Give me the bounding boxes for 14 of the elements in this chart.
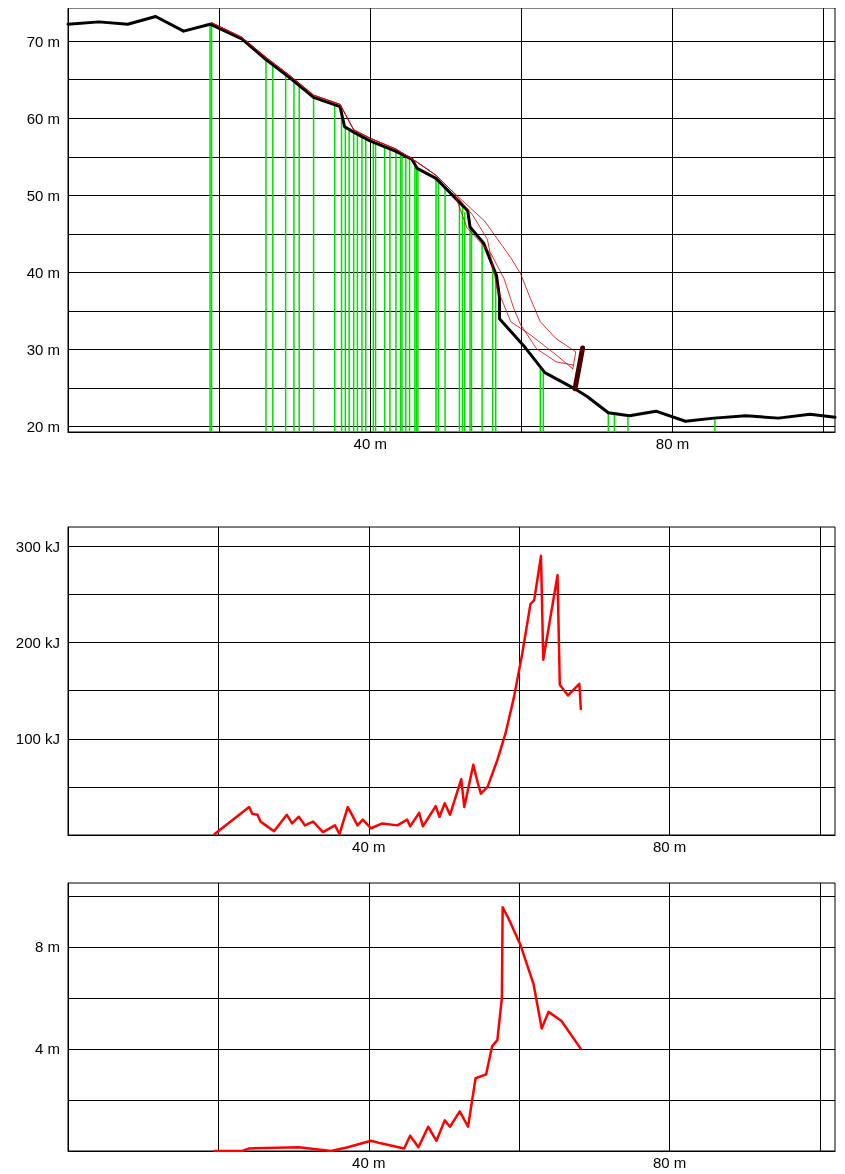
y-tick-label: 4 m — [34, 1040, 60, 1058]
y-tick-label: 8 m — [34, 938, 60, 956]
y-tick-label: 40 m — [26, 263, 60, 281]
y-tick-label: 100 kJ — [15, 730, 60, 748]
y-tick-label: 20 m — [26, 418, 60, 436]
y-tick-label: 70 m — [26, 32, 60, 50]
x-tick-label: 80 m — [652, 1154, 687, 1171]
y-tick-label: 30 m — [26, 341, 60, 359]
y-tick-label: 200 kJ — [15, 634, 60, 651]
y-tick-label: 300 kJ — [15, 537, 60, 555]
x-tick-label: 80 m — [655, 435, 690, 452]
y-tick-label: 50 m — [26, 186, 60, 204]
y-tick-label: 60 m — [26, 109, 60, 127]
x-tick-label: 80 m — [652, 838, 687, 855]
